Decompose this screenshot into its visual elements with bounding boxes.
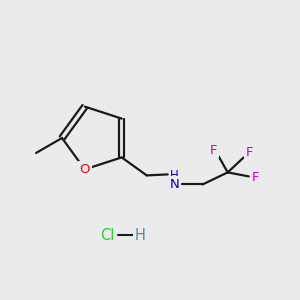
Text: F: F — [246, 146, 253, 159]
Text: O: O — [80, 163, 90, 176]
Text: H: H — [135, 227, 146, 242]
Text: F: F — [252, 171, 260, 184]
Text: H: H — [170, 169, 179, 182]
Text: N: N — [170, 178, 180, 191]
Text: F: F — [210, 144, 218, 157]
Text: Cl: Cl — [100, 227, 114, 242]
